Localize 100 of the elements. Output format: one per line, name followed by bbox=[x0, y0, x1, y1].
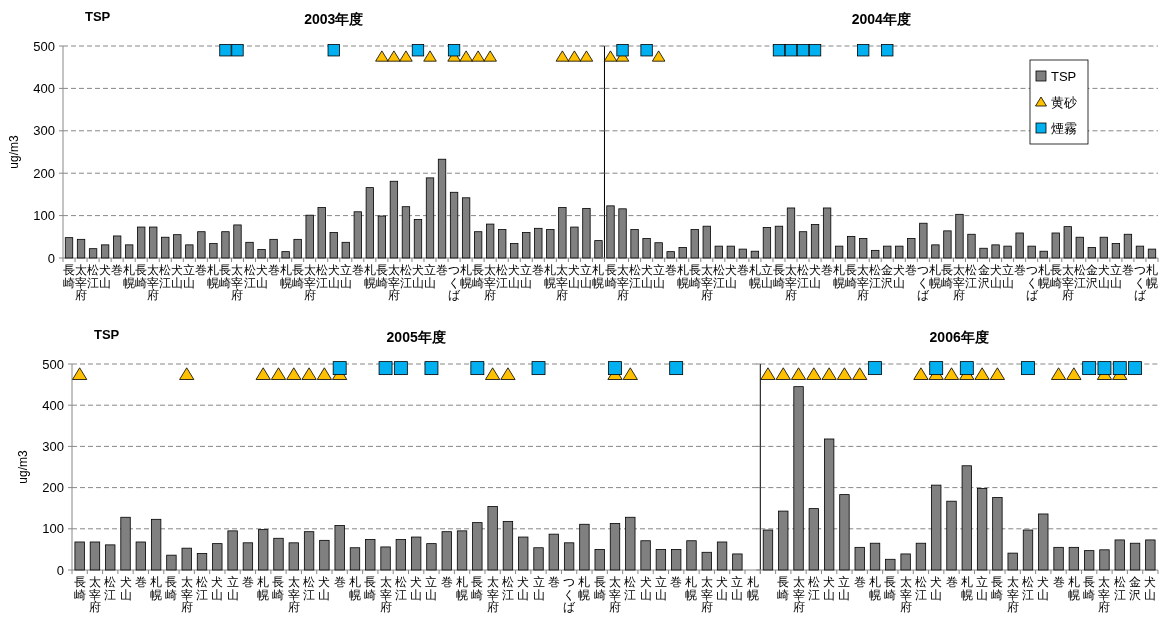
x-tick-label: 犬山 bbox=[255, 263, 268, 290]
x-tick-label: 立山 bbox=[838, 575, 851, 602]
legend-label: 黄砂 bbox=[1051, 95, 1077, 110]
x-tick-label: 長崎 bbox=[772, 263, 785, 290]
x-tick-label: 巻 bbox=[736, 263, 749, 277]
x-tick-label: 松江 bbox=[1113, 575, 1126, 602]
x-tick-label: 札幌 bbox=[746, 575, 759, 602]
y-axis-title: ug/m3 bbox=[7, 135, 21, 169]
x-tick-label: 金沢 bbox=[881, 263, 894, 290]
x-tick-label: 札幌 bbox=[279, 263, 292, 290]
y-tick-label: 300 bbox=[33, 123, 55, 139]
y-axis-title: ug/m3 bbox=[16, 450, 30, 484]
y-tick-label: 500 bbox=[33, 38, 55, 54]
x-tick-label: 長崎 bbox=[777, 575, 790, 602]
x-tick-label: 長崎 bbox=[688, 263, 701, 290]
x-tick-label: 長崎 bbox=[272, 575, 285, 602]
x-tick-label: つくば bbox=[917, 263, 931, 303]
chart-title: 2006年度 bbox=[929, 329, 989, 345]
x-tick-label: 長崎 bbox=[604, 263, 617, 290]
x-tick-label: 立山 bbox=[425, 575, 438, 602]
x-tick-label: 犬山 bbox=[568, 263, 581, 290]
x-tick-label: 札幌 bbox=[257, 575, 270, 602]
x-tick-label: 巻 bbox=[905, 263, 918, 277]
x-tick-label: 犬山 bbox=[410, 575, 423, 602]
x-tick-label: 松江 bbox=[315, 263, 328, 290]
x-tick-label: 長崎 bbox=[219, 263, 232, 290]
x-tick-label: 札幌 bbox=[460, 263, 473, 290]
x-tick-label: 犬山 bbox=[1097, 263, 1110, 290]
x-tick-label: 巻 bbox=[532, 263, 545, 277]
x-tick-label: 松江 bbox=[501, 575, 514, 602]
x-tick-label: 巻 bbox=[436, 263, 449, 277]
x-tick-label: 犬山 bbox=[639, 575, 652, 602]
x-tick-label: 太宰府 bbox=[88, 575, 101, 615]
x-tick-label: 立山 bbox=[520, 263, 533, 290]
x-tick-label: 長崎 bbox=[63, 263, 76, 290]
x-tick-label: 松江 bbox=[797, 263, 810, 290]
x-tick-label: 巻 bbox=[821, 263, 834, 277]
x-tick-label: 犬山 bbox=[327, 263, 340, 290]
x-tick-label: 犬山 bbox=[171, 263, 184, 290]
x-tick-label: 札幌 bbox=[1067, 575, 1080, 602]
x-tick-label: 巻 bbox=[333, 575, 346, 589]
y-tick-label: 200 bbox=[42, 480, 64, 496]
x-tick-label: 犬山 bbox=[508, 263, 521, 290]
x-tick-label: 札幌 bbox=[363, 263, 376, 290]
x-tick-label: 太宰府 bbox=[1006, 575, 1019, 615]
x-tick-label: 札幌 bbox=[1037, 263, 1050, 290]
x-tick-label: 犬山 bbox=[211, 575, 224, 602]
x-tick-label: 巻 bbox=[267, 263, 280, 277]
x-tick-label: 立山 bbox=[654, 575, 667, 602]
y-tick-label: 500 bbox=[42, 356, 64, 372]
x-tick-label: 金沢 bbox=[1085, 263, 1098, 290]
x-tick-label: 札幌 bbox=[748, 263, 761, 290]
x-tick-label: 松江 bbox=[1021, 575, 1034, 602]
x-tick-label: 立山 bbox=[339, 263, 352, 290]
x-tick-label: 巻 bbox=[134, 575, 147, 589]
x-tick-label: 犬山 bbox=[716, 575, 729, 602]
x-tick-label: 太宰府 bbox=[784, 263, 797, 303]
x-tick-label: 長崎 bbox=[472, 263, 485, 290]
text: TSP bbox=[94, 327, 120, 342]
x-tick-label: 札幌 bbox=[833, 263, 846, 290]
x-tick-label: 札幌 bbox=[544, 263, 557, 290]
x-tick-label: 太宰府 bbox=[953, 263, 966, 303]
x-tick-label: 太宰府 bbox=[556, 263, 569, 303]
x-tick-label: 太宰府 bbox=[75, 263, 88, 303]
x-tick-label: 長崎 bbox=[991, 575, 1004, 602]
x-tick-label: 松江 bbox=[303, 575, 316, 602]
x-tick-label: 長崎 bbox=[165, 575, 178, 602]
x-tick-label: 札幌 bbox=[456, 575, 469, 602]
x-tick-label: 札幌 bbox=[123, 263, 136, 290]
x-tick-label: 立山 bbox=[580, 263, 593, 290]
x-tick-label: 太宰府 bbox=[387, 263, 400, 303]
x-tick-label: 巻 bbox=[670, 575, 683, 589]
x-tick-label: 立山 bbox=[731, 575, 744, 602]
x-tick-label: 札幌 bbox=[150, 575, 163, 602]
x-tick-label: 松江 bbox=[628, 263, 641, 290]
x-tick-label: 犬山 bbox=[99, 263, 112, 290]
x-tick-label: 犬山 bbox=[517, 575, 530, 602]
x-tick-label: 巻 bbox=[440, 575, 453, 589]
x-tick-label: 松江 bbox=[87, 263, 100, 290]
x-tick-label: 巻 bbox=[547, 575, 560, 589]
x-tick-label: 立山 bbox=[652, 263, 665, 290]
x-tick-label: つくば bbox=[1025, 263, 1039, 303]
x-tick-label: 松江 bbox=[624, 575, 637, 602]
y-tick-label: 0 bbox=[47, 250, 55, 266]
x-tick-label: 札幌 bbox=[960, 575, 973, 602]
x-tick-label: 太宰府 bbox=[287, 575, 300, 615]
x-tick-label: 太宰府 bbox=[616, 263, 629, 303]
y-tick-label: 300 bbox=[42, 438, 64, 454]
x-tick-label: 松江 bbox=[243, 263, 256, 290]
x-tick-label: 札幌 bbox=[676, 263, 689, 290]
x-tick-label: 犬山 bbox=[989, 263, 1002, 290]
x-tick-label: 松江 bbox=[399, 263, 412, 290]
x-tick-label: 長崎 bbox=[845, 263, 858, 290]
x-tick-label: 札幌 bbox=[348, 575, 361, 602]
x-tick-label: 松江 bbox=[712, 263, 725, 290]
x-tick-label: 松江 bbox=[496, 263, 509, 290]
x-tick-label: 長崎 bbox=[1083, 575, 1096, 602]
x-tick-label: 立山 bbox=[424, 263, 437, 290]
x-tick-label: 巻 bbox=[945, 575, 958, 589]
x-tick-label: 巻 bbox=[1052, 575, 1065, 589]
